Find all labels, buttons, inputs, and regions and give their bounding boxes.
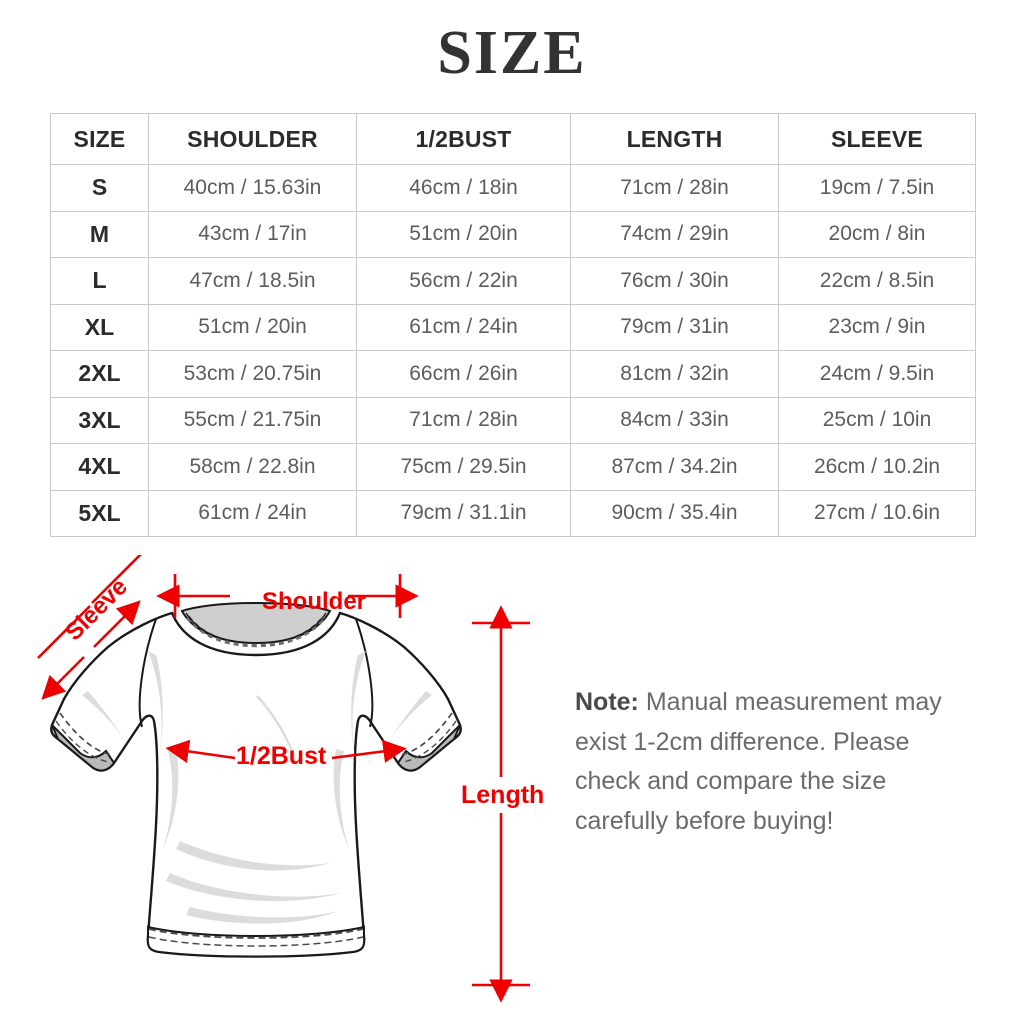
cell-length: 79cm / 31in	[570, 303, 779, 351]
table-header-row: SIZE SHOULDER 1/2BUST LENGTH SLEEVE	[50, 113, 976, 165]
cell-sleeve: 27cm / 10.6in	[778, 489, 976, 537]
cell-shoulder: 40cm / 15.63in	[148, 164, 357, 212]
cell-sleeve: 20cm / 8in	[778, 210, 976, 258]
cell-sleeve: 22cm / 8.5in	[778, 257, 976, 305]
column-header-length: LENGTH	[570, 113, 779, 165]
sleeve-tick-lower	[37, 605, 91, 659]
cell-size: M	[50, 210, 149, 258]
cell-shoulder: 55cm / 21.75in	[148, 396, 357, 444]
dimension-label-length: Length	[461, 781, 545, 809]
cell-size: S	[50, 164, 149, 212]
cell-shoulder: 61cm / 24in	[148, 489, 357, 537]
note-label: Note:	[575, 688, 639, 716]
cell-shoulder: 58cm / 22.8in	[148, 443, 357, 491]
cell-bust: 46cm / 18in	[356, 164, 571, 212]
cell-shoulder: 47cm / 18.5in	[148, 257, 357, 305]
dimension-label-shoulder: Shoulder	[262, 588, 367, 615]
table-row: 4XL 58cm / 22.8in 75cm / 29.5in 87cm / 3…	[50, 443, 976, 491]
cell-length: 81cm / 32in	[570, 350, 779, 398]
cell-bust: 56cm / 22in	[356, 257, 571, 305]
tshirt-illustration-icon	[50, 601, 462, 958]
size-chart-table-container: SIZE SHOULDER 1/2BUST LENGTH SLEEVE S 40…	[50, 113, 976, 537]
sleeve-arrow-lower	[41, 656, 85, 700]
measurement-diagram: Shoulder 1/2Bust Length Sleeve	[0, 545, 1024, 1024]
table-row: L 47cm / 18.5in 56cm / 22in 76cm / 30in …	[50, 257, 976, 305]
cell-size: XL	[50, 303, 149, 351]
cell-size: 4XL	[50, 443, 149, 491]
cell-length: 84cm / 33in	[570, 396, 779, 444]
note-body: Manual measurement may exist 1-2cm diffe…	[575, 688, 942, 835]
cell-bust: 51cm / 20in	[356, 210, 571, 258]
column-header-sleeve: SLEEVE	[778, 113, 976, 165]
column-header-bust: 1/2BUST	[356, 113, 571, 165]
column-header-shoulder: SHOULDER	[148, 113, 357, 165]
cell-length: 71cm / 28in	[570, 164, 779, 212]
cell-size: 2XL	[50, 350, 149, 398]
cell-sleeve: 26cm / 10.2in	[778, 443, 976, 491]
cell-length: 87cm / 34.2in	[570, 443, 779, 491]
table-row: 3XL 55cm / 21.75in 71cm / 28in 84cm / 33…	[50, 396, 976, 444]
table-row: S 40cm / 15.63in 46cm / 18in 71cm / 28in…	[50, 164, 976, 212]
sleeve-tick-upper	[91, 555, 142, 604]
cell-length: 76cm / 30in	[570, 257, 779, 305]
cell-sleeve: 25cm / 10in	[778, 396, 976, 444]
cell-bust: 66cm / 26in	[356, 350, 571, 398]
cell-bust: 79cm / 31.1in	[356, 489, 571, 537]
cell-bust: 71cm / 28in	[356, 396, 571, 444]
cell-bust: 61cm / 24in	[356, 303, 571, 351]
cell-sleeve: 23cm / 9in	[778, 303, 976, 351]
cell-length: 90cm / 35.4in	[570, 489, 779, 537]
page-title: SIZE	[437, 19, 587, 87]
sleeve-arrow-upper	[93, 600, 141, 648]
cell-size: 5XL	[50, 489, 149, 537]
cell-size: 3XL	[50, 396, 149, 444]
cell-bust: 75cm / 29.5in	[356, 443, 571, 491]
cell-length: 74cm / 29in	[570, 210, 779, 258]
halfbust-arrow-right	[331, 739, 407, 763]
halfbust-arrow-left	[165, 739, 236, 763]
cell-shoulder: 53cm / 20.75in	[148, 350, 357, 398]
note-text-block: Note: Manual measurement may exist 1-2cm…	[575, 683, 980, 841]
size-chart-table: SIZE SHOULDER 1/2BUST LENGTH SLEEVE S 40…	[50, 113, 976, 537]
cell-shoulder: 43cm / 17in	[148, 210, 357, 258]
table-row: 2XL 53cm / 20.75in 66cm / 26in 81cm / 32…	[50, 350, 976, 398]
dimension-arrows-overlay	[37, 555, 530, 1003]
cell-size: L	[50, 257, 149, 305]
cell-shoulder: 51cm / 20in	[148, 303, 357, 351]
table-row: XL 51cm / 20in 61cm / 24in 79cm / 31in 2…	[50, 303, 976, 351]
cell-sleeve: 24cm / 9.5in	[778, 350, 976, 398]
column-header-size: SIZE	[50, 113, 149, 165]
cell-sleeve: 19cm / 7.5in	[778, 164, 976, 212]
table-row: M 43cm / 17in 51cm / 20in 74cm / 29in 20…	[50, 210, 976, 258]
dimension-label-half-bust: 1/2Bust	[236, 742, 327, 770]
table-row: 5XL 61cm / 24in 79cm / 31.1in 90cm / 35.…	[50, 489, 976, 537]
